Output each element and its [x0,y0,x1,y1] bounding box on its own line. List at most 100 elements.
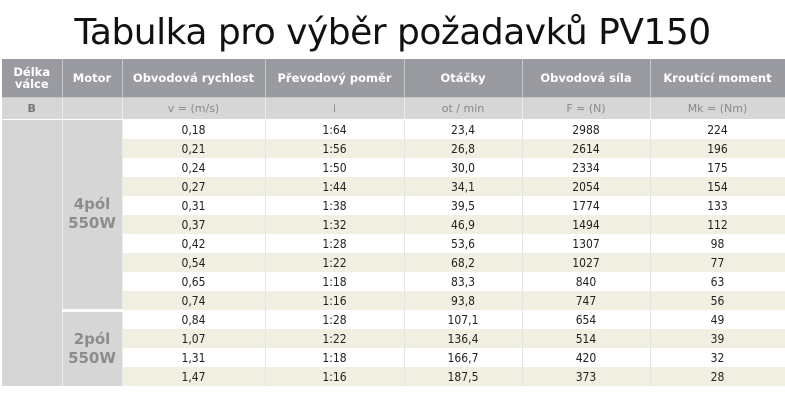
cell-speed: 0,84 [122,310,266,329]
cell-rpm: 166,7 [404,348,523,367]
cell-force: 1307 [522,234,651,253]
cell-torque: 56 [650,291,785,310]
cell-torque: 175 [650,158,785,177]
cell-force: 2988 [522,119,651,139]
unit-ratio: i [265,97,405,120]
table-row: 1,07 1:22 136,4 514 39 [2,329,785,348]
motor-cell: 4pól 550W [62,119,123,312]
cell-speed: 0,37 [122,215,266,234]
cell-ratio: 1:64 [265,119,405,139]
table-row: 0,37 1:32 46,9 1494 112 [2,215,785,234]
unit-length: B [2,97,63,120]
table-row: 0,42 1:28 53,6 1307 98 [2,234,785,253]
cell-rpm: 136,4 [404,329,523,348]
table-row: 0,65 1:18 83,3 840 63 [2,272,785,291]
cell-ratio: 1:50 [265,158,405,177]
table-row: 2pól 550W 0,84 1:28 107,1 654 49 [2,310,785,386]
unit-speed: v = (m/s) [122,97,266,120]
cell-speed: 1,47 [122,367,266,386]
cell-speed: 1,07 [122,329,266,348]
cell-speed: 0,27 [122,177,266,196]
motor-label-line2: 550W [68,348,116,367]
cell-rpm: 30,0 [404,158,523,177]
table-row: 0,24 1:50 30,0 2334 175 [2,158,785,177]
unit-rpm: ot / min [404,97,523,120]
cell-speed: 0,42 [122,234,266,253]
cell-rpm: 107,1 [404,310,523,329]
cell-ratio: 1:22 [265,253,405,272]
unit-motor [62,97,123,120]
cell-speed: 1,31 [122,348,266,367]
cell-force: 514 [522,329,651,348]
cell-force: 373 [522,367,651,386]
cell-torque: 63 [650,272,785,291]
selection-table: Délka válce Motor Obvodová rychlost Přev… [2,59,785,386]
cell-ratio: 1:18 [265,272,405,291]
header-force: Obvodová síla [522,59,651,98]
page-title: Tabulka pro výběr požadavků PV150 [74,12,711,53]
cell-ratio: 1:16 [265,367,405,386]
header-motor: Motor [62,59,123,98]
cell-ratio: 1:32 [265,215,405,234]
cell-rpm: 26,8 [404,139,523,158]
header-ratio: Převodový poměr [265,59,405,98]
cell-ratio: 1:18 [265,348,405,367]
cell-rpm: 83,3 [404,272,523,291]
cell-ratio: 1:28 [265,234,405,253]
cell-speed: 0,74 [122,291,266,310]
cell-force: 747 [522,291,651,310]
cell-force: 840 [522,272,651,291]
table-row: 1,47 1:16 187,5 373 28 [2,367,785,386]
unit-row: B v = (m/s) i ot / min F = (N) Mk = (Nm) [2,97,785,120]
cell-torque: 112 [650,215,785,234]
table-row: 0,27 1:44 34,1 2054 154 [2,177,785,196]
unit-force: F = (N) [522,97,651,120]
header-length-line2: válce [14,77,49,91]
cell-torque: 154 [650,177,785,196]
header-speed: Obvodová rychlost [122,59,266,98]
cell-speed: 0,18 [122,119,266,139]
table-row: 0,21 1:56 26,8 2614 196 [2,139,785,158]
cell-speed: 0,31 [122,196,266,215]
cell-ratio: 1:28 [265,310,405,329]
cell-speed: 0,65 [122,272,266,291]
cell-rpm: 39,5 [404,196,523,215]
cell-ratio: 1:16 [265,291,405,310]
cell-torque: 28 [650,367,785,386]
header-torque: Kroutící moment [650,59,785,98]
header-length-line1: Délka [13,65,51,79]
table-row: 0,54 1:22 68,2 1027 77 [2,253,785,272]
cell-ratio: 1:22 [265,329,405,348]
cell-torque: 133 [650,196,785,215]
cell-speed: 0,54 [122,253,266,272]
unit-torque: Mk = (Nm) [650,97,785,120]
header-length: Délka válce [2,59,63,98]
cell-force: 1494 [522,215,651,234]
cell-rpm: 53,6 [404,234,523,253]
cell-rpm: 93,8 [404,291,523,310]
cell-torque: 98 [650,234,785,253]
cell-rpm: 23,4 [404,119,523,139]
table-row: 0,74 1:16 93,8 747 56 [2,291,785,310]
cell-torque: 224 [650,119,785,139]
cell-force: 2614 [522,139,651,158]
range-cell: 340 - 1100 mm [2,119,63,386]
cell-ratio: 1:38 [265,196,405,215]
cell-speed: 0,24 [122,158,266,177]
cell-force: 2054 [522,177,651,196]
header-row: Délka válce Motor Obvodová rychlost Přev… [2,59,785,98]
cell-force: 2334 [522,158,651,177]
cell-force: 1027 [522,253,651,272]
cell-torque: 77 [650,253,785,272]
motor-cell: 2pól 550W [62,310,123,386]
cell-speed: 0,21 [122,139,266,158]
motor-label-line1: 2pól [73,329,111,348]
cell-rpm: 34,1 [404,177,523,196]
cell-rpm: 46,9 [404,215,523,234]
cell-torque: 32 [650,348,785,367]
cell-rpm: 187,5 [404,367,523,386]
header-rpm: Otáčky [404,59,523,98]
cell-torque: 39 [650,329,785,348]
motor-label-line1: 4pól [73,195,111,214]
